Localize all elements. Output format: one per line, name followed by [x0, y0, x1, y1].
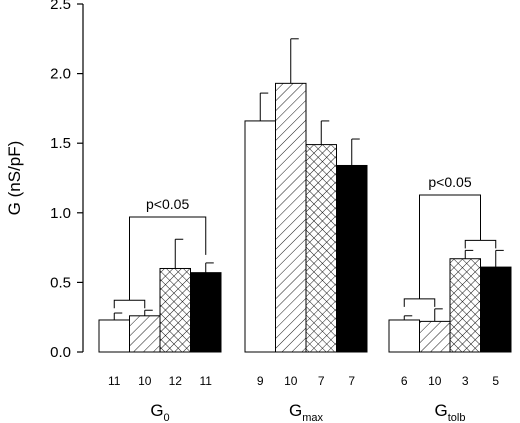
significance-label: p<0.05	[428, 174, 471, 190]
sample-size-label: 10	[284, 374, 298, 388]
group-label-main: G	[289, 401, 302, 420]
bar	[244, 120, 276, 353]
y-tick-label: 2.0	[50, 66, 71, 83]
sample-size-label: 6	[401, 374, 408, 388]
y-tick-label: 0.0	[50, 344, 71, 361]
sample-size-label: 7	[318, 374, 325, 388]
sample-size-label: 7	[348, 374, 355, 388]
y-tick-label: 2.5	[50, 0, 71, 13]
bar	[480, 266, 512, 353]
sample-size-label: 3	[462, 374, 469, 388]
bar	[98, 319, 130, 353]
sample-size-label: 11	[200, 374, 213, 388]
sample-size-label: 12	[169, 374, 183, 388]
sample-size-label: 9	[257, 374, 264, 388]
bar	[129, 315, 161, 353]
group-label-subscript: 0	[164, 412, 170, 423]
sample-size-label: 5	[492, 374, 499, 388]
bar	[336, 164, 368, 353]
bar	[190, 272, 222, 353]
significance-pair-bracket	[403, 298, 436, 307]
group-label-main: G	[435, 401, 448, 420]
y-tick-label: 1.5	[50, 135, 71, 152]
group-label-subscript: max	[302, 412, 323, 423]
bar	[159, 267, 191, 353]
group-label: Gtolb	[435, 401, 466, 423]
y-tick-label: 0.5	[50, 274, 71, 291]
sample-size-label: 11	[108, 374, 121, 388]
y-tick-label: 1.0	[50, 205, 71, 222]
significance-bracket	[419, 194, 481, 299]
bar	[449, 258, 481, 353]
y-axis: 0.0 0.5 1.0 1.5 2.0 2.5 G (nS/pF)	[5, 0, 84, 361]
group-labels: G0 Gmax Gtolb	[150, 401, 465, 423]
significance-bracket	[129, 216, 207, 301]
bar	[388, 319, 420, 353]
y-axis-label: G (nS/pF)	[5, 141, 24, 216]
sample-size-label: 10	[428, 374, 442, 388]
significance-annotations: p<0.05 p<0.05	[113, 174, 497, 309]
y-ticks: 0.0 0.5 1.0 1.5 2.0 2.5	[50, 0, 83, 361]
group-label: Gmax	[289, 401, 324, 423]
sample-size-labels: 11 10 12 11 9 10 7 7 6 10 3 5	[108, 374, 499, 388]
bar	[275, 82, 307, 353]
bars	[98, 82, 512, 353]
group-label-subscript: tolb	[448, 412, 466, 423]
significance-label: p<0.05	[146, 196, 189, 212]
bar	[419, 320, 451, 353]
group-label: G0	[150, 401, 169, 423]
group-label-main: G	[150, 401, 163, 420]
bar	[305, 144, 337, 353]
error-bars	[113, 38, 504, 322]
significance-pair-bracket	[113, 299, 146, 309]
significance-pair-bracket	[464, 239, 497, 249]
sample-size-label: 10	[138, 374, 152, 388]
